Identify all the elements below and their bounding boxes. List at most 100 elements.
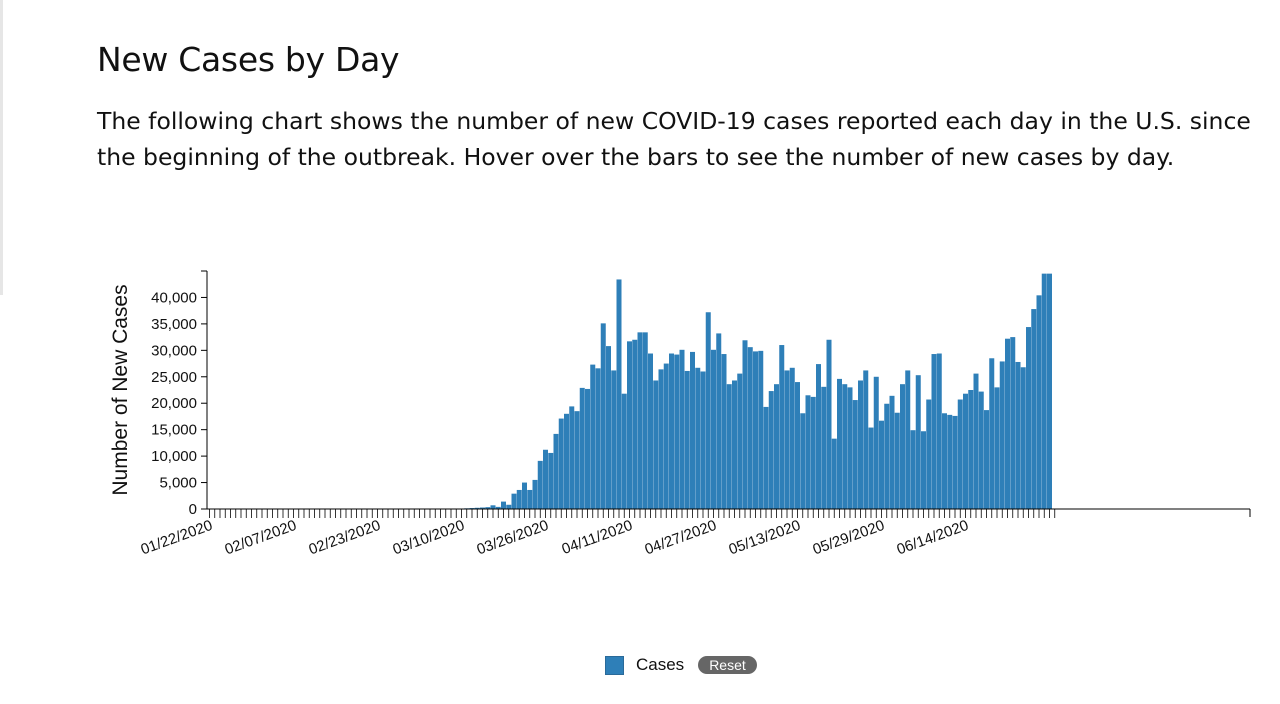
bar[interactable] bbox=[742, 340, 748, 509]
bar[interactable] bbox=[616, 279, 622, 509]
bar[interactable] bbox=[642, 332, 648, 509]
bar[interactable] bbox=[532, 479, 538, 509]
bar[interactable] bbox=[968, 390, 974, 509]
bar[interactable] bbox=[516, 489, 522, 509]
bar[interactable] bbox=[711, 349, 716, 509]
bar[interactable] bbox=[1041, 273, 1047, 509]
bar[interactable] bbox=[926, 399, 932, 509]
bar[interactable] bbox=[1010, 337, 1016, 509]
bar[interactable] bbox=[868, 427, 874, 509]
bar[interactable] bbox=[842, 384, 848, 509]
bar[interactable] bbox=[915, 375, 921, 509]
bar[interactable] bbox=[936, 353, 942, 509]
bar[interactable] bbox=[726, 384, 732, 509]
bar[interactable] bbox=[816, 364, 821, 509]
bar[interactable] bbox=[963, 393, 968, 509]
bar[interactable] bbox=[732, 380, 737, 509]
legend-label-cases[interactable]: Cases bbox=[636, 655, 685, 674]
bar[interactable] bbox=[747, 347, 753, 509]
bar[interactable] bbox=[585, 388, 590, 509]
bar[interactable] bbox=[674, 354, 680, 509]
bar[interactable] bbox=[527, 489, 533, 509]
bar[interactable] bbox=[632, 339, 638, 509]
bar[interactable] bbox=[579, 387, 585, 509]
bar[interactable] bbox=[821, 386, 827, 509]
bar[interactable] bbox=[952, 415, 958, 509]
bar[interactable] bbox=[1036, 295, 1042, 509]
bar[interactable] bbox=[1047, 273, 1052, 509]
bar[interactable] bbox=[858, 380, 863, 509]
bar[interactable] bbox=[490, 505, 496, 509]
bar[interactable] bbox=[753, 351, 758, 509]
bar[interactable] bbox=[511, 493, 517, 509]
bar[interactable] bbox=[564, 413, 569, 509]
bar[interactable] bbox=[795, 382, 800, 509]
bar[interactable] bbox=[627, 341, 632, 509]
bar[interactable] bbox=[779, 345, 785, 509]
bar[interactable] bbox=[548, 452, 554, 509]
bar[interactable] bbox=[695, 367, 701, 509]
bar[interactable] bbox=[984, 410, 989, 509]
legend-swatch-cases[interactable] bbox=[605, 655, 624, 675]
bar[interactable] bbox=[889, 395, 895, 509]
bar[interactable] bbox=[973, 373, 979, 509]
bar[interactable] bbox=[910, 430, 916, 509]
bar[interactable] bbox=[1020, 367, 1026, 509]
bar[interactable] bbox=[684, 370, 690, 509]
bar[interactable] bbox=[978, 391, 984, 509]
bar[interactable] bbox=[905, 370, 911, 509]
bar[interactable] bbox=[931, 354, 937, 509]
bar[interactable] bbox=[480, 507, 485, 509]
bar[interactable] bbox=[679, 349, 685, 509]
bar[interactable] bbox=[831, 438, 837, 509]
bar[interactable] bbox=[826, 339, 832, 509]
bar[interactable] bbox=[506, 504, 512, 509]
bar[interactable] bbox=[1031, 309, 1037, 509]
bar[interactable] bbox=[485, 507, 491, 509]
bar[interactable] bbox=[669, 353, 674, 509]
bar[interactable] bbox=[700, 371, 706, 509]
bar[interactable] bbox=[1026, 327, 1031, 509]
bar[interactable] bbox=[621, 393, 627, 509]
bar[interactable] bbox=[663, 363, 669, 509]
bar[interactable] bbox=[495, 506, 501, 509]
bar[interactable] bbox=[553, 433, 559, 509]
bar[interactable] bbox=[884, 403, 890, 509]
bar[interactable] bbox=[474, 507, 480, 509]
bar[interactable] bbox=[763, 406, 769, 509]
reset-button[interactable]: Reset bbox=[698, 656, 757, 674]
bar[interactable] bbox=[716, 333, 722, 509]
bar[interactable] bbox=[653, 380, 659, 509]
bar[interactable] bbox=[989, 358, 995, 509]
bar[interactable] bbox=[873, 376, 879, 509]
bar[interactable] bbox=[784, 370, 790, 509]
bar[interactable] bbox=[648, 353, 653, 509]
bar[interactable] bbox=[758, 350, 764, 509]
bar[interactable] bbox=[900, 384, 905, 509]
bar[interactable] bbox=[768, 391, 774, 509]
bar[interactable] bbox=[894, 412, 900, 509]
bar[interactable] bbox=[574, 411, 580, 509]
bar[interactable] bbox=[994, 387, 1000, 509]
bar[interactable] bbox=[522, 482, 527, 509]
bar[interactable] bbox=[611, 370, 617, 509]
bar[interactable] bbox=[501, 501, 506, 509]
bar[interactable] bbox=[658, 369, 664, 509]
bar[interactable] bbox=[947, 414, 953, 509]
bar[interactable] bbox=[637, 332, 643, 509]
bar[interactable] bbox=[558, 418, 564, 509]
bar[interactable] bbox=[705, 312, 711, 509]
bar[interactable] bbox=[999, 361, 1005, 509]
bar[interactable] bbox=[606, 346, 611, 509]
bar[interactable] bbox=[879, 420, 884, 509]
bar[interactable] bbox=[590, 364, 596, 509]
bar[interactable] bbox=[863, 370, 869, 509]
bar[interactable] bbox=[569, 406, 575, 509]
bar[interactable] bbox=[847, 387, 853, 509]
bar[interactable] bbox=[600, 323, 606, 509]
bar[interactable] bbox=[810, 396, 816, 509]
bar[interactable] bbox=[690, 351, 695, 509]
bar[interactable] bbox=[721, 354, 727, 509]
bar[interactable] bbox=[1005, 338, 1010, 509]
bar[interactable] bbox=[800, 413, 806, 509]
